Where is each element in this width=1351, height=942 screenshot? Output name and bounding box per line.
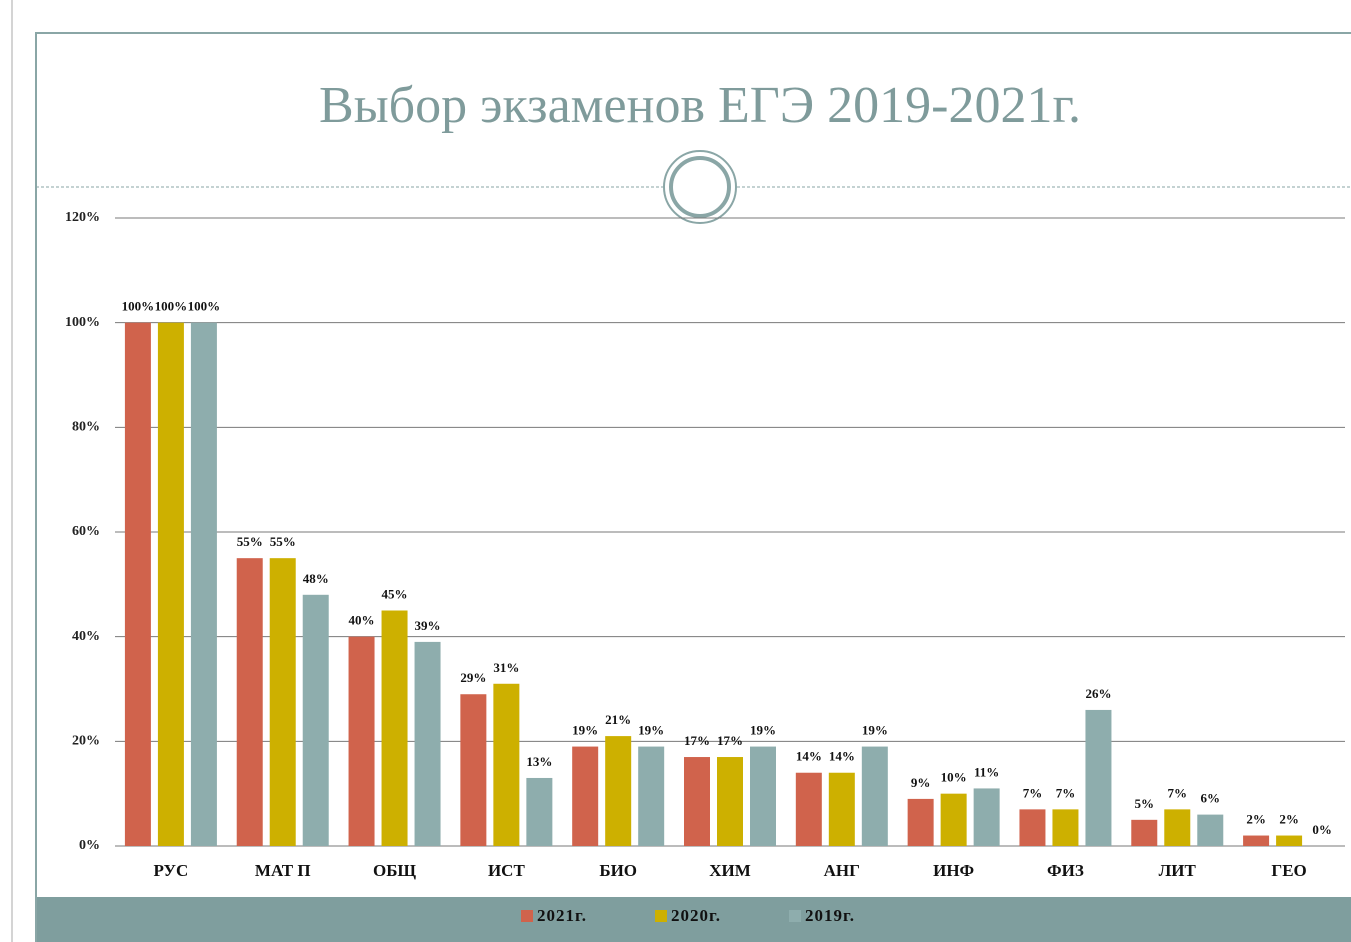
x-tick-label: ФИЗ (1047, 861, 1084, 880)
x-tick-label: РУС (154, 861, 189, 880)
data-label: 45% (382, 586, 408, 601)
bar (1243, 835, 1270, 846)
bar (940, 793, 967, 846)
bar (302, 594, 329, 846)
bar (1164, 809, 1191, 846)
bar (381, 610, 408, 846)
x-tick-label: ХИМ (709, 861, 751, 880)
data-label: 17% (717, 733, 743, 748)
bar (124, 322, 151, 847)
bar (1052, 809, 1079, 846)
data-label: 11% (974, 764, 999, 779)
bar (1276, 835, 1303, 846)
bar (414, 641, 441, 846)
x-tick-label: МАТ П (255, 861, 311, 880)
data-label: 19% (750, 723, 776, 738)
bar (526, 777, 553, 846)
data-label: 7% (1056, 785, 1076, 800)
data-label: 2% (1279, 812, 1299, 827)
bar (493, 683, 520, 846)
bar (684, 757, 710, 846)
bar (157, 322, 184, 847)
legend-swatch (789, 910, 801, 922)
bar (348, 636, 375, 846)
x-tick-label: ИСТ (488, 861, 526, 880)
y-tick-label: 120% (65, 210, 100, 225)
chart-title: Выбор экзаменов ЕГЭ 2019-2021г. (319, 77, 1081, 134)
bar (269, 558, 296, 846)
bar (750, 746, 776, 846)
data-label: 40% (349, 613, 375, 628)
data-label: 19% (572, 723, 598, 738)
bar (861, 746, 888, 846)
legend-label: 2021г. (537, 906, 587, 925)
data-label: 10% (941, 770, 967, 785)
data-label: 19% (638, 723, 664, 738)
bar (605, 736, 632, 846)
data-label: 48% (303, 571, 329, 586)
data-label: 17% (684, 733, 710, 748)
x-tick-label: БИО (599, 861, 637, 880)
y-tick-label: 40% (72, 629, 100, 644)
data-label: 100% (122, 299, 155, 314)
data-label: 55% (270, 534, 296, 549)
bar (638, 746, 665, 846)
data-label: 7% (1168, 785, 1188, 800)
data-label: 55% (237, 534, 263, 549)
slide-frame (35, 32, 1351, 942)
bar (717, 757, 743, 846)
y-tick-label: 100% (65, 315, 100, 330)
data-label: 14% (796, 749, 822, 764)
data-label: 6% (1201, 791, 1221, 806)
y-tick-label: 0% (79, 838, 100, 853)
ornament (669, 156, 731, 218)
data-label: 100% (155, 299, 188, 314)
data-label: 14% (829, 749, 855, 764)
data-label: 0% (1312, 822, 1332, 837)
legend-label: 2019г. (805, 906, 855, 925)
legend-label: 2020г. (671, 906, 721, 925)
data-label: 39% (415, 618, 441, 633)
bar (572, 746, 599, 846)
data-label: 13% (526, 754, 552, 769)
x-tick-label: ЛИТ (1159, 861, 1197, 880)
x-tick-label: ОБЩ (373, 861, 416, 880)
data-label: 100% (188, 299, 221, 314)
bar (190, 322, 217, 847)
data-label: 19% (862, 723, 888, 738)
data-label: 5% (1135, 796, 1155, 811)
x-tick-label: АНГ (824, 861, 860, 880)
bar (973, 788, 1000, 846)
bar (1197, 814, 1224, 846)
bar (1131, 819, 1158, 846)
y-tick-label: 20% (72, 734, 100, 749)
bar (1085, 709, 1112, 846)
bar (460, 694, 487, 846)
bar (236, 558, 263, 846)
data-label: 31% (493, 660, 519, 675)
x-tick-label: ГЕО (1271, 861, 1306, 880)
legend-swatch (655, 910, 667, 922)
y-tick-label: 60% (72, 524, 100, 539)
bar (795, 772, 822, 846)
data-label: 26% (1085, 686, 1111, 701)
data-label: 9% (911, 775, 931, 790)
bar (907, 798, 934, 846)
y-tick-label: 80% (72, 420, 100, 435)
x-tick-label: ИНФ (933, 861, 974, 880)
data-label: 2% (1246, 812, 1266, 827)
legend-bar (37, 897, 1351, 942)
data-label: 7% (1023, 785, 1043, 800)
bar (828, 772, 855, 846)
data-label: 29% (460, 670, 486, 685)
data-label: 21% (605, 712, 631, 727)
legend-swatch (521, 910, 533, 922)
bar (1019, 809, 1046, 846)
